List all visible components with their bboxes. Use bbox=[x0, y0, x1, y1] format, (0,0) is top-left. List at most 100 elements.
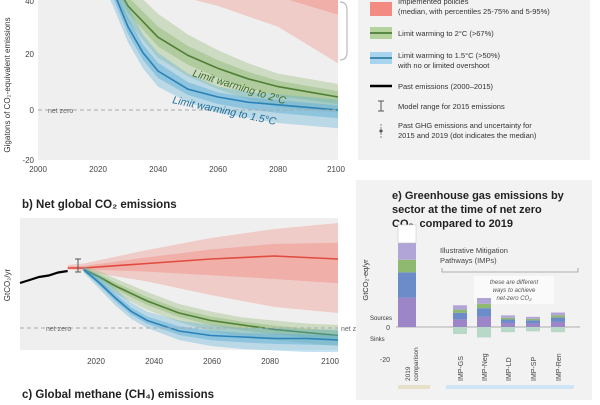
bar-2019-comparison-segment-1 bbox=[398, 272, 416, 298]
band-outer-b-limit-warming-to-2-c bbox=[83, 266, 338, 346]
x-tick-b-2060: 2060 bbox=[203, 357, 221, 366]
bar-imp-neg-sinks bbox=[477, 327, 491, 338]
panel-b: b) Net global CO₂ emissions net zero net… bbox=[3, 199, 366, 366]
bar-imp-neg-segment-1 bbox=[477, 308, 491, 317]
x-tick-b-2040: 2040 bbox=[145, 357, 163, 366]
category-label-imp-sp: IMP-SP bbox=[531, 357, 538, 381]
category-label-2019-comparison: 2019comparison bbox=[405, 347, 420, 381]
bar-imp-neg-segment-3 bbox=[477, 298, 491, 304]
y-tick-20: 20 bbox=[25, 50, 34, 59]
x-tick-b-2080: 2080 bbox=[261, 357, 279, 366]
legend-label-2c: Limit warming to 2°C (>67%) bbox=[398, 29, 494, 38]
imp-note-2: ways to achieve bbox=[493, 288, 536, 294]
band-inner-b-limit-warming-to-1-5-c bbox=[83, 268, 338, 346]
bar-imp-gs-segment-2 bbox=[453, 309, 467, 313]
median-line-b-implemented-policies bbox=[67, 255, 339, 269]
bar-2019-comparison-segment-3 bbox=[398, 242, 416, 260]
category-label-imp-gs: IMP-GS bbox=[458, 356, 465, 381]
sinks-label: Sinks bbox=[370, 337, 385, 343]
range-bracket bbox=[339, 1, 348, 61]
category-label-imp-ld: IMP-LD bbox=[506, 357, 513, 381]
bar-imp-sp-segment-0 bbox=[526, 323, 540, 327]
bar-imp-ren-segment-0 bbox=[551, 321, 565, 327]
band-inner-a-limit-warming-to-1-5-c bbox=[114, 0, 338, 119]
panel-e-title-1: e) Greenhouse gas emissions by bbox=[392, 190, 565, 202]
bar-imp-ren-sinks bbox=[551, 327, 565, 333]
bar-imp-ld-segment-1 bbox=[501, 319, 515, 323]
legend-label-1-5c-1: Limit warming to 1.5°C (>50%) bbox=[398, 51, 500, 60]
bar-imp-ren-segment-2 bbox=[551, 315, 565, 318]
legend-label-past-ghg-1: Past GHG emissions and uncertainty for bbox=[398, 121, 532, 130]
legend-label-1-5c-2: with no or limited overshoot bbox=[397, 61, 490, 70]
net-zero-label-b-right: net zero bbox=[341, 326, 366, 333]
bar-imp-sp-segment-1 bbox=[526, 320, 540, 324]
past-emissions-line bbox=[19, 269, 68, 285]
x-tick-2020: 2020 bbox=[89, 165, 107, 174]
net-zero-label-b: net zero bbox=[46, 326, 71, 333]
x-tick-b-2020: 2020 bbox=[87, 357, 105, 366]
category-label-imp-neg: IMP-Neg bbox=[482, 353, 489, 381]
band-inner-a-implemented-policies bbox=[288, 0, 338, 15]
bar-imp-gs-sinks bbox=[453, 327, 467, 334]
legend-swatch-implemented bbox=[370, 2, 392, 16]
imp-note-3: net-zero CO₂ bbox=[497, 296, 533, 302]
y-tick-0: 0 bbox=[30, 106, 35, 115]
y-tick-neg20: -20 bbox=[22, 156, 34, 165]
bar-imp-gs-segment-3 bbox=[453, 305, 467, 310]
median-line-a-limit-warming-to-2-c bbox=[123, 0, 339, 98]
panel-a: net zero 40 20 0 -20 Gigatons of CO₂-equ… bbox=[3, 0, 348, 174]
bar-imp-neg-segment-2 bbox=[477, 303, 491, 309]
band-outer-b-limit-warming-to-1-5-c bbox=[83, 266, 338, 352]
imp-note-1: these are different bbox=[490, 280, 539, 286]
band-outer-b-implemented-policies bbox=[67, 223, 338, 313]
imp-group-label-2: Pathways (IMPs) bbox=[440, 256, 497, 265]
x-tick-2100: 2100 bbox=[327, 165, 345, 174]
y-axis-label-a: Gigatons of CO₂-equivalent emissions bbox=[3, 17, 12, 152]
category-label-imp-ren: IMP-Ren bbox=[556, 353, 563, 381]
y-axis-label-e: GtCO₂-eq/yr bbox=[361, 259, 370, 301]
median-line-a-limit-warming-to-1-5-c bbox=[116, 0, 339, 111]
panel-c-title: c) Global methane (CH₄) emissions bbox=[22, 389, 214, 400]
x-tick-2000: 2000 bbox=[29, 165, 47, 174]
band-outer-a-implemented-policies bbox=[194, 0, 338, 64]
imp-group-label-1: Illustrative Mitigation bbox=[440, 246, 508, 255]
bar-imp-ren-segment-3 bbox=[551, 312, 565, 316]
net-zero-label-a: net zero bbox=[48, 108, 73, 115]
y-axis-label-b: GtCO₂/yr bbox=[3, 268, 12, 301]
x-tick-2040: 2040 bbox=[149, 165, 167, 174]
x-tick-2060: 2060 bbox=[209, 165, 227, 174]
bar-2019-comparison-segment-2 bbox=[398, 259, 416, 273]
x-tick-2080: 2080 bbox=[269, 165, 287, 174]
bar-imp-ld-segment-3 bbox=[501, 315, 515, 318]
bar-imp-ren-segment-1 bbox=[551, 317, 565, 322]
bar-imp-neg-segment-0 bbox=[477, 316, 491, 327]
legend-label-implemented-1: Implemented policies bbox=[398, 0, 469, 6]
panel-b-title: b) Net global CO₂ emissions bbox=[22, 199, 177, 211]
bar-2019-comparison-segment-0 bbox=[398, 297, 416, 327]
legend-label-model-range: Model range for 2015 emissions bbox=[398, 102, 505, 111]
bar-imp-ld-sinks bbox=[501, 327, 515, 333]
bar-imp-sp-segment-3 bbox=[526, 316, 540, 319]
panel-e: e) Greenhouse gas emissions by sector at… bbox=[356, 180, 592, 400]
y-tick-e-0: 0 bbox=[386, 325, 390, 332]
bar-imp-gs-segment-0 bbox=[453, 319, 467, 327]
legend-label-past-ghg-2: 2015 and 2019 (dot indicates the median) bbox=[398, 131, 537, 140]
legend: Implemented policies (median, with perce… bbox=[358, 0, 590, 160]
panel-e-title-2: sector at the time of net zero bbox=[392, 204, 542, 216]
bar-imp-ld-segment-0 bbox=[501, 322, 515, 327]
y-tick-e-neg20: -20 bbox=[380, 357, 390, 364]
median-line-b-limit-warming-to-2-c bbox=[83, 268, 339, 337]
median-line-b-limit-warming-to-1-5-c bbox=[83, 268, 339, 341]
bar-imp-ld-segment-2 bbox=[501, 317, 515, 320]
bar-2019-uncertainty bbox=[397, 224, 417, 244]
panel-e-title-3: CO₂, compared to 2019 bbox=[392, 218, 513, 230]
y-tick-40: 40 bbox=[25, 0, 34, 6]
bar-imp-sp-segment-2 bbox=[526, 318, 540, 321]
band-outer-a-limit-warming-to-2-c bbox=[116, 0, 338, 113]
legend-dotbar-icon bbox=[379, 124, 383, 138]
bar-imp-gs-segment-1 bbox=[453, 312, 467, 320]
legend-label-implemented-2: (median, with percentiles 25-75% and 5-9… bbox=[398, 7, 550, 16]
bar-imp-sp-sinks bbox=[526, 327, 540, 332]
band-inner-b-implemented-policies bbox=[67, 242, 338, 284]
